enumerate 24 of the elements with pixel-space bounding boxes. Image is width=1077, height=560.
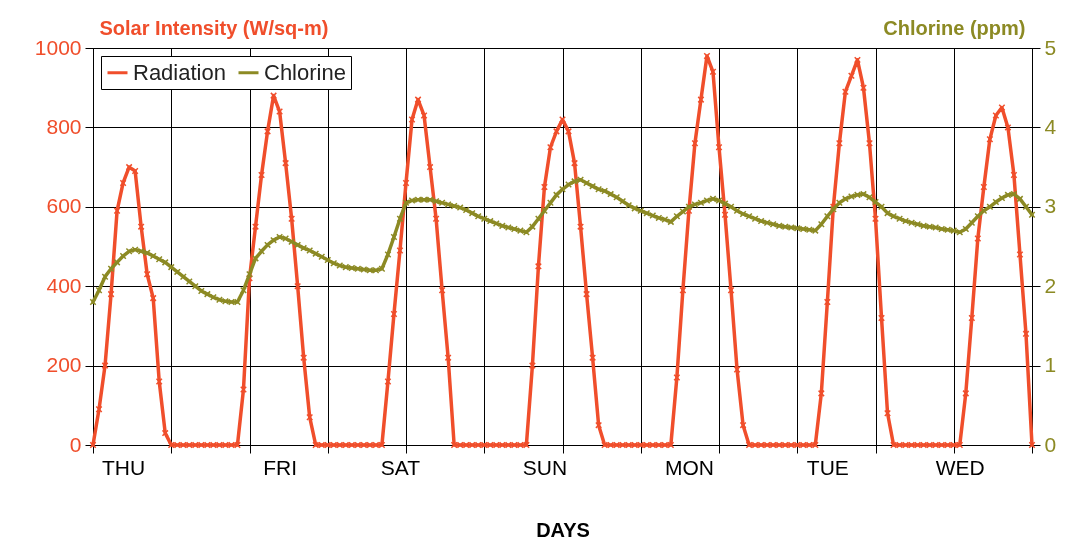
x-tick-label: SAT (380, 455, 421, 479)
y-tick-label: 800 (46, 114, 82, 138)
x-tick-label: WED (935, 455, 985, 479)
y-tick-label: 1000 (34, 35, 82, 59)
legend-label: Radiation (133, 59, 226, 85)
y-tick-label: 600 (46, 194, 82, 218)
y2-tick-label: 2 (1044, 273, 1057, 297)
x-tick-label: TUE (806, 455, 849, 479)
x-tick-label: MON (664, 455, 714, 479)
x-tick-label: FRI (263, 455, 298, 479)
x-axis-title: DAYS (536, 518, 590, 541)
y-tick-label: 400 (46, 273, 82, 297)
y2-tick-label: 4 (1044, 114, 1057, 138)
y2-tick-label: 0 (1044, 432, 1057, 456)
y-tick-label: 200 (46, 353, 82, 377)
y2-tick-label: 3 (1044, 194, 1057, 218)
y2-axis-title: Chlorine (ppm) (883, 16, 1026, 39)
y-axis-title: Solar Intensity (W/sq-m) (99, 16, 329, 39)
legend-label: Chlorine (264, 59, 346, 85)
x-tick-label: SUN (522, 455, 568, 479)
x-tick-label: THU (102, 455, 146, 479)
y2-tick-label: 1 (1044, 353, 1057, 377)
y2-tick-label: 5 (1044, 35, 1057, 59)
y-tick-label: 0 (69, 432, 82, 456)
